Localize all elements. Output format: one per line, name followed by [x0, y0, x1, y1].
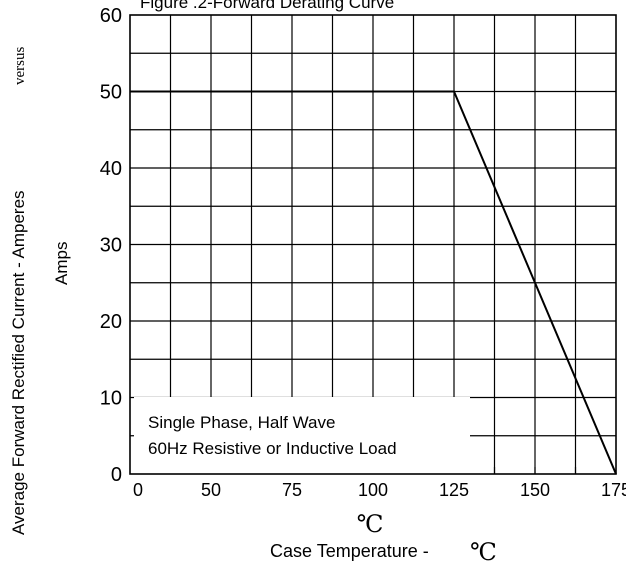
y-tick-label: 20	[100, 311, 122, 333]
y-unit-label: Amps	[52, 242, 71, 285]
y-tick-label: 0	[111, 464, 122, 486]
annotation-line-1: Single Phase, Half Wave	[148, 413, 335, 432]
y-tick-label: 50	[100, 82, 122, 104]
x-unit-above: ℃	[357, 512, 384, 538]
x-tick-labels: 0 50 75 100 125 150 175	[133, 480, 626, 500]
derating-curve	[130, 90, 617, 475]
x-tick-label: 125	[439, 480, 469, 500]
plot-frame	[129, 14, 617, 475]
y-tick-label: 40	[100, 158, 122, 180]
y-tick-label: 60	[100, 5, 122, 27]
y-tick-label: 30	[100, 235, 122, 257]
annotation-box	[134, 397, 470, 474]
x-tick-label: 100	[358, 480, 388, 500]
chart-title: Figure .2-Forward Derating Curve	[140, 0, 394, 12]
x-axis-label: Case Temperature -	[270, 541, 429, 561]
x-tick-label: 75	[282, 480, 302, 500]
x-tick-label: 50	[201, 480, 221, 500]
x-tick-label: 150	[520, 480, 550, 500]
y-axis-label: Average Forward Rectified Current - Ampe…	[9, 190, 28, 535]
y-tick-labels: 0 10 20 30 40 50 60	[100, 5, 122, 486]
annotation-line-2: 60Hz Resistive or Inductive Load	[148, 439, 397, 458]
x-tick-label: 175	[601, 480, 626, 500]
x-tick-label: 0	[133, 480, 143, 500]
x-axis-unit: ℃	[470, 540, 497, 566]
y-tick-label: 10	[100, 388, 122, 410]
y-axis-label-extra: versus	[12, 47, 28, 85]
